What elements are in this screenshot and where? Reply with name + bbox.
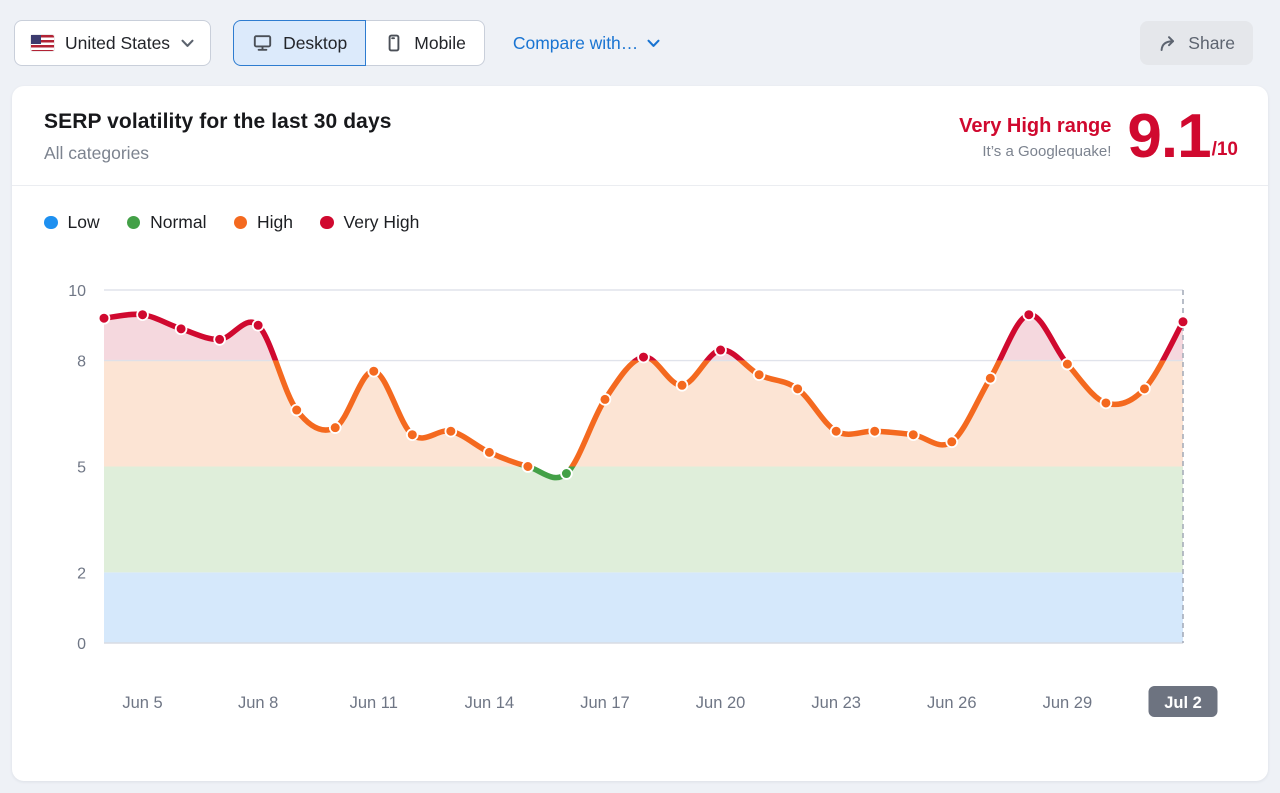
band-normal-fill [104, 466, 1183, 572]
x-axis-label: Jun 14 [465, 694, 515, 712]
data-point[interactable] [1099, 396, 1113, 409]
legend-item-high: High [233, 212, 294, 233]
data-point[interactable] [328, 420, 342, 434]
data-point[interactable] [97, 311, 111, 325]
data-point[interactable] [521, 459, 535, 473]
current-date-badge [1148, 685, 1218, 717]
desktop-label: Desktop [283, 32, 348, 53]
very-high-dot-icon [320, 215, 334, 230]
data-point[interactable] [598, 392, 612, 406]
x-axis-label: Jun 8 [238, 694, 278, 712]
data-point[interactable] [1138, 382, 1151, 395]
mobile-toggle-button[interactable]: Mobile [365, 20, 485, 66]
compare-with-label: Compare with… [512, 32, 639, 53]
data-point[interactable] [868, 424, 882, 438]
share-button[interactable]: Share [1140, 21, 1253, 65]
chart-section: Low Normal High Very High 0 2 5 8 10 Jun 5 Jun… [12, 210, 1268, 746]
band-low-fill [104, 571, 1183, 643]
data-point[interactable] [444, 424, 458, 438]
score-max: /10 [1211, 138, 1238, 160]
share-icon [1160, 35, 1175, 51]
data-point[interactable] [560, 466, 573, 480]
chart-legend: Low Normal High Very High [44, 210, 1252, 236]
volatility-chart[interactable]: 0 2 5 8 10 Jun 5 Jun 8 Jun 11 Jun 14 Jun 17 Jun 20… [28, 246, 1252, 746]
mobile-label: Mobile [414, 32, 466, 53]
data-point[interactable] [791, 382, 804, 395]
y-axis-label: 2 [77, 565, 86, 582]
topbar: United States Desktop Mobile Compare wit… [0, 0, 1280, 86]
data-point[interactable] [829, 424, 843, 438]
legend-label-very-high: Very High [343, 212, 420, 233]
country-label: United States [65, 32, 171, 53]
legend-item-normal: Normal [126, 212, 207, 233]
range-label: Very High range [959, 114, 1112, 137]
data-point[interactable] [174, 322, 188, 335]
x-axis-label: Jul 2 [1164, 694, 1202, 712]
line-high [272, 360, 1166, 467]
chevron-down-icon [647, 39, 660, 47]
category-subtitle: All categories [44, 143, 150, 163]
data-point[interactable] [136, 307, 149, 321]
data-point[interactable] [1022, 307, 1036, 321]
data-point[interactable] [637, 350, 650, 363]
chart-container: 0 2 5 8 10 Jun 5 Jun 8 Jun 11 Jun 14 Jun 17 Jun 20… [28, 246, 1252, 746]
page-title: SERP volatility for the last 30 days [44, 110, 392, 133]
data-point[interactable] [405, 427, 419, 441]
legend-label-normal: Normal [150, 212, 207, 233]
x-axis-label: Jun 23 [811, 694, 861, 712]
mobile-icon [388, 34, 400, 52]
y-axis-label: 10 [68, 283, 86, 300]
volatility-score: 9.1 /10 [1127, 102, 1238, 171]
data-point[interactable] [906, 427, 920, 441]
data-point[interactable] [984, 371, 997, 385]
data-point[interactable] [483, 445, 496, 459]
score-value: 9.1 [1127, 102, 1211, 171]
low-dot-icon [44, 215, 58, 230]
country-selector[interactable]: United States [14, 20, 212, 66]
legend-item-low: Low [44, 212, 100, 233]
device-toggle: Desktop Mobile [233, 20, 485, 66]
x-axis-label: Jun 5 [122, 694, 162, 712]
x-axis-label: Jun 26 [927, 694, 977, 712]
data-point[interactable] [945, 435, 959, 448]
us-flag-icon [31, 35, 54, 51]
y-axis-label: 8 [77, 353, 86, 370]
serp-volatility-card: SERP volatility for the last 30 days All… [12, 86, 1268, 781]
data-point[interactable] [367, 364, 381, 378]
range-subtext: It’s a Googlequake! [982, 142, 1112, 160]
data-point[interactable] [752, 367, 766, 381]
y-axis-label: 5 [77, 459, 86, 476]
legend-label-low: Low [67, 212, 100, 233]
y-axis-label: 0 [77, 636, 86, 653]
share-label: Share [1188, 32, 1235, 53]
desktop-icon [253, 35, 272, 51]
x-axis-label: Jun 29 [1043, 694, 1093, 712]
legend-label-high: High [257, 212, 294, 233]
x-axis-label: Jun 20 [696, 694, 746, 712]
desktop-toggle-button[interactable]: Desktop [233, 20, 367, 66]
high-dot-icon [233, 215, 248, 230]
legend-item-very-high: Very High [320, 212, 419, 233]
chevron-down-icon [181, 39, 194, 47]
data-point[interactable] [714, 343, 727, 356]
data-point[interactable] [251, 318, 265, 332]
card-header: SERP volatility for the last 30 days All… [12, 86, 1268, 186]
data-point[interactable] [213, 332, 226, 346]
x-axis-label: Jun 17 [580, 694, 630, 712]
band-very-high-fill [104, 313, 1183, 361]
compare-with-dropdown[interactable]: Compare with… [513, 33, 660, 54]
normal-dot-icon [126, 215, 141, 230]
data-point[interactable] [1176, 315, 1190, 328]
x-axis-label: Jun 11 [350, 694, 398, 712]
data-point[interactable] [1061, 357, 1074, 370]
data-point[interactable] [290, 403, 303, 416]
data-point[interactable] [675, 378, 689, 392]
